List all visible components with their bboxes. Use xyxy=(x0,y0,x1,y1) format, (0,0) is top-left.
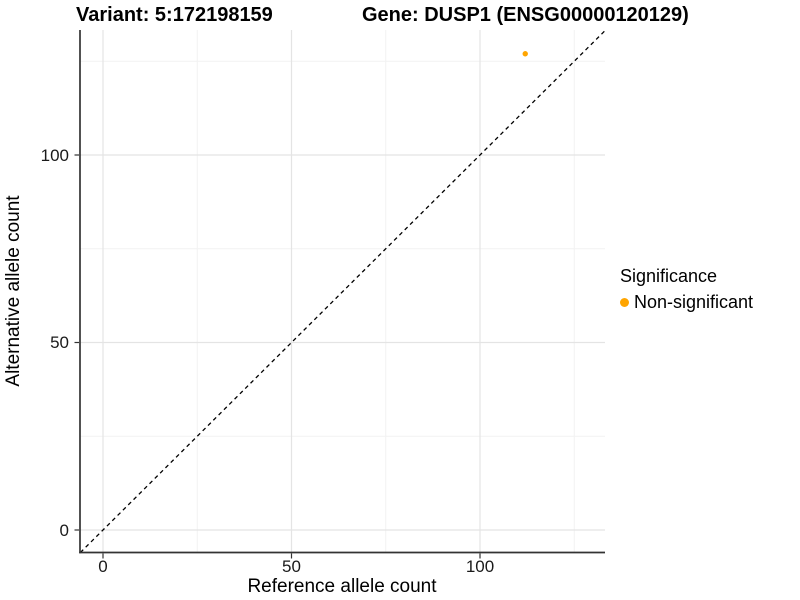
legend: Significance Non-significant xyxy=(620,266,753,313)
y-tick-label-100: 100 xyxy=(40,145,69,165)
legend-title: Significance xyxy=(620,266,718,286)
identity-dashed-line xyxy=(79,30,606,553)
y-tick-label-0: 0 xyxy=(59,520,69,540)
x-tick-label-100: 100 xyxy=(465,557,495,576)
data-point xyxy=(522,51,528,57)
x-tick-label-0: 0 xyxy=(98,557,108,576)
plot-title-gene: Gene: DUSP1 (ENSG00000120129) xyxy=(362,4,689,26)
plot-title-variant: Variant: 5:172198159 xyxy=(76,4,273,26)
legend-entry-non-significant: Non-significant xyxy=(620,292,753,313)
legend-entry-label: Non-significant xyxy=(634,292,754,312)
y-tick-label-50: 50 xyxy=(50,333,69,352)
x-axis-title: Reference allele count xyxy=(247,576,437,597)
x-tick-label-50: 50 xyxy=(282,557,301,576)
legend-point-icon xyxy=(620,298,629,307)
